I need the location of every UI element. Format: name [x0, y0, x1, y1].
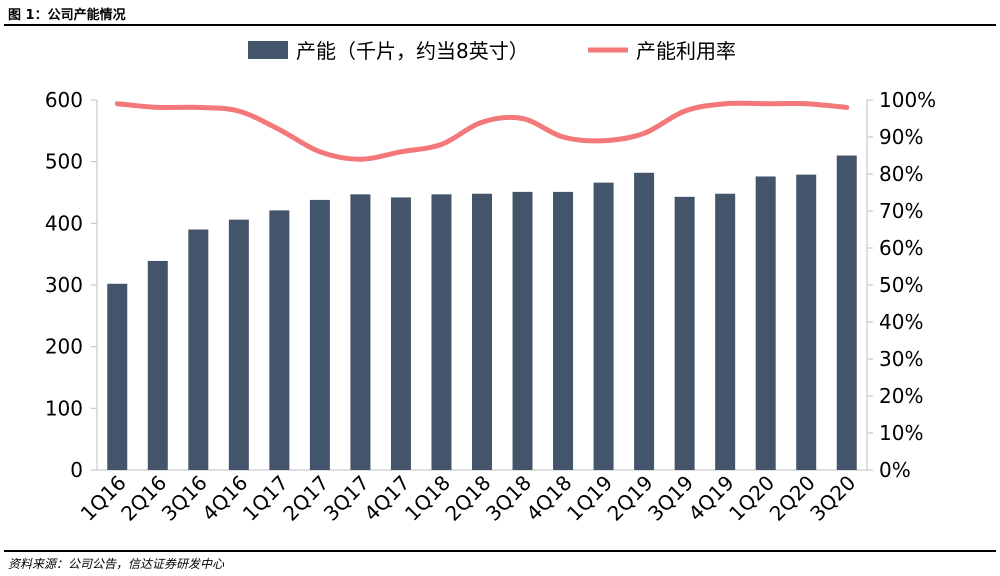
bar — [755, 176, 776, 470]
x-tick-label: 1Q18 — [400, 471, 455, 526]
y-tick-label-left: 0 — [70, 458, 83, 482]
x-tick-label: 2Q18 — [440, 471, 495, 526]
legend-label-utilization: 产能利用率 — [636, 39, 736, 63]
x-tick-label: 1Q20 — [724, 471, 779, 526]
x-tick-label: 2Q19 — [603, 471, 658, 526]
y-tick-label-right: 40% — [879, 310, 923, 334]
y-tick-label-left: 300 — [45, 273, 83, 297]
legend-swatch-bar — [248, 41, 288, 59]
y-tick-label-left: 600 — [45, 88, 83, 112]
bar — [796, 174, 817, 470]
legend: 产能（千片，约当8英寸） 产能利用率 — [248, 39, 736, 63]
bar — [512, 191, 533, 470]
bar — [188, 229, 209, 470]
x-tick-label: 3Q19 — [643, 471, 698, 526]
y-tick-label-right: 0% — [879, 458, 911, 482]
bar — [634, 172, 655, 470]
x-tick-label: 2Q17 — [278, 471, 333, 526]
x-tick-label: 3Q16 — [157, 471, 212, 526]
y-tick-label-left: 100 — [45, 396, 83, 420]
bottom-rule — [4, 550, 996, 552]
utilization-line — [114, 100, 850, 162]
bar — [309, 199, 330, 470]
x-tick-label: 1Q19 — [562, 471, 617, 526]
plot-area: 0 100 200 300 400 500 600 0% 10% 20% 30% 40% 50% 60% 7… — [45, 88, 936, 526]
y-tick-label-right: 50% — [879, 273, 923, 297]
y-tick-label-left: 500 — [45, 150, 83, 174]
legend-label-capacity: 产能（千片，约当8英寸） — [296, 39, 529, 63]
y-tick-label-left: 400 — [45, 211, 83, 235]
x-tick-label: 3Q18 — [481, 471, 536, 526]
x-tick-label: 2Q16 — [116, 471, 171, 526]
x-tick-label: 1Q16 — [76, 471, 131, 526]
bar — [593, 182, 614, 470]
x-tick-label: 4Q16 — [197, 471, 252, 526]
y-tick-label-right: 70% — [879, 199, 923, 223]
bar — [715, 193, 736, 470]
top-rule — [4, 24, 996, 26]
bar — [228, 219, 249, 470]
chart: 产能（千片，约当8英寸） 产能利用率 0 100 200 300 400 500 600 0%… — [45, 39, 936, 526]
x-tick-label: 4Q18 — [521, 471, 576, 526]
y-tick-label-right: 80% — [879, 162, 923, 186]
bar — [269, 210, 290, 470]
bar — [107, 283, 128, 470]
y-tick-label-right: 30% — [879, 347, 923, 371]
x-tick-label: 4Q19 — [684, 471, 739, 526]
x-tick-label: 4Q17 — [359, 471, 414, 526]
bar — [390, 197, 411, 470]
y-tick-label-right: 10% — [879, 421, 923, 445]
source-note: 资料来源：公司公告，信达证券研发中心 — [8, 557, 225, 571]
x-tick-label: 1Q17 — [238, 471, 293, 526]
figure-title: 图 1：公司产能情况 — [8, 8, 126, 23]
x-tick-label: 2Q20 — [765, 471, 820, 526]
bar — [350, 194, 371, 470]
x-tick-label: 3Q20 — [805, 471, 860, 526]
bar — [472, 193, 492, 470]
bar — [674, 196, 695, 471]
y-tick-label-right: 60% — [879, 236, 923, 260]
bar — [553, 191, 574, 470]
y-tick-label-right: 20% — [879, 384, 923, 408]
x-tick-label: 3Q17 — [319, 471, 374, 526]
bar — [431, 194, 452, 470]
y-tick-label-left: 200 — [45, 335, 83, 359]
bar — [836, 155, 857, 470]
y-tick-label-right: 100% — [879, 88, 936, 112]
bar — [147, 260, 168, 470]
y-tick-label-right: 90% — [879, 125, 923, 149]
